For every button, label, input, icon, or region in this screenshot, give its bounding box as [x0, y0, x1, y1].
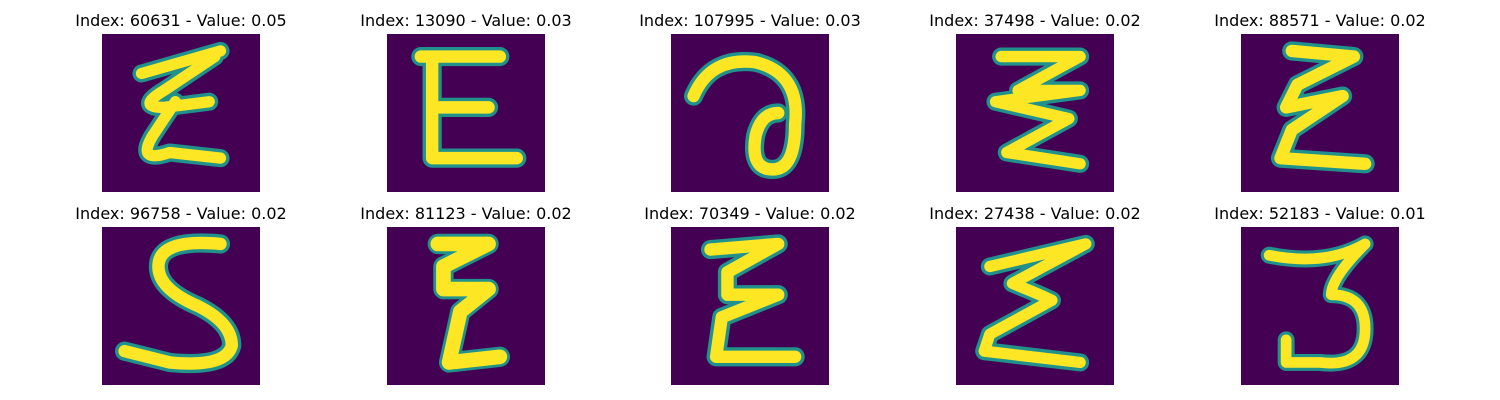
panel-9: Index: 27438 - Value: 0.02 — [915, 203, 1155, 393]
digit-glyph-e — [132, 41, 230, 168]
digit-glyph-e — [1270, 41, 1375, 174]
digit-image — [1241, 34, 1399, 192]
digit-glyph-s — [114, 233, 242, 374]
panel-title: Index: 60631 - Value: 0.05 — [75, 11, 287, 30]
digit-image — [956, 34, 1114, 192]
panel-title: Index: 70349 - Value: 0.02 — [644, 204, 856, 223]
panel-title: Index: 52183 - Value: 0.01 — [1214, 204, 1426, 223]
panel-title: Index: 13090 - Value: 0.03 — [360, 11, 572, 30]
panel-7: Index: 81123 - Value: 0.02 — [346, 203, 586, 393]
digit-image — [102, 227, 260, 385]
panel-title: Index: 96758 - Value: 0.02 — [75, 204, 287, 223]
panel-title: Index: 37498 - Value: 0.02 — [929, 11, 1141, 30]
panel-6: Index: 96758 - Value: 0.02 — [61, 203, 301, 393]
panel-title: Index: 107995 - Value: 0.03 — [639, 11, 861, 30]
digit-glyph-e — [975, 234, 1095, 372]
panel-10: Index: 52183 - Value: 0.01 — [1200, 203, 1440, 393]
panel-3: Index: 107995 - Value: 0.03 — [630, 10, 870, 200]
panel-4: Index: 37498 - Value: 0.02 — [915, 10, 1155, 200]
digit-glyph-3 — [1260, 235, 1374, 372]
digit-image — [956, 227, 1114, 385]
panel-2: Index: 13090 - Value: 0.03 — [346, 10, 586, 200]
panel-title: Index: 81123 - Value: 0.02 — [360, 204, 572, 223]
panel-5: Index: 88571 - Value: 0.02 — [1200, 10, 1440, 200]
digit-glyph-e — [986, 47, 1090, 173]
digit-image — [671, 34, 829, 192]
digit-image — [1241, 227, 1399, 385]
digit-glyph-a — [683, 51, 806, 180]
panel-8: Index: 70349 - Value: 0.02 — [630, 203, 870, 393]
panel-title: Index: 88571 - Value: 0.02 — [1214, 11, 1426, 30]
panel-1: Index: 60631 - Value: 0.05 — [61, 10, 301, 200]
digit-glyph-e — [411, 46, 527, 168]
digit-glyph-e — [700, 234, 805, 367]
digit-glyph-e — [427, 233, 511, 373]
digit-image — [387, 34, 545, 192]
digit-image — [671, 227, 829, 385]
digit-image — [102, 34, 260, 192]
panel-title: Index: 27438 - Value: 0.02 — [929, 204, 1141, 223]
digit-image — [387, 227, 545, 385]
